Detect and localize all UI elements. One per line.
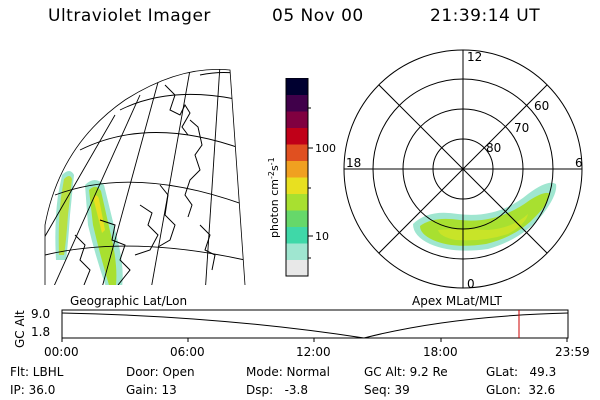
- colorbar-cell: [286, 210, 308, 227]
- mlt-label-6: 6: [575, 156, 583, 170]
- altitude-frame: [61, 309, 569, 339]
- colorbar-cell: [286, 144, 308, 161]
- mode-info: Mode: Normal: [246, 365, 330, 379]
- door-info: Door: Open: [126, 365, 195, 379]
- colorbar-cell: [286, 226, 308, 244]
- time-label: 21:39:14 UT: [430, 6, 541, 26]
- gc-alt-info: GC Alt: 9.2 Re: [364, 365, 448, 379]
- colorbar-tick-10: 10: [315, 230, 329, 243]
- polar-aurora: [413, 182, 557, 251]
- colorbar-cell: [286, 94, 308, 112]
- mlat-label-70: 70: [514, 121, 529, 135]
- apex-label: Apex MLat/MLT: [412, 294, 502, 308]
- altitude-ytick-bottom: 1.8: [31, 325, 50, 339]
- colorbar-cell: [286, 78, 308, 95]
- colorbar-cell: [286, 160, 308, 178]
- altitude-xticks: [61, 338, 568, 342]
- colorbar-cell: [286, 177, 308, 194]
- ip-info: IP: 36.0: [10, 383, 56, 397]
- colorbar-cell: [286, 193, 308, 211]
- colorbar-ticks: [308, 107, 313, 259]
- colorbar: 100 10 photon cm-2s-1: [267, 78, 336, 277]
- colorbar-cell: [286, 243, 308, 260]
- colorbar-cell: [286, 127, 308, 145]
- instrument-title: Ultraviolet Imager: [48, 6, 211, 26]
- altitude-curve: [61, 312, 569, 339]
- xtick-0600: 06:00: [170, 345, 205, 359]
- colorbar-gradient: [286, 78, 308, 277]
- geographic-label: Geographic Lat/Lon: [70, 294, 188, 308]
- altitude-ylabel: GC Alt: [13, 310, 27, 348]
- geographic-map: [44, 69, 246, 286]
- geo-boundary: [44, 69, 246, 286]
- colorbar-cell: [286, 259, 308, 277]
- polar-grid: [343, 49, 583, 289]
- xtick-2359: 23:59: [555, 345, 590, 359]
- xtick-0000: 00:00: [44, 345, 79, 359]
- altitude-ytick-top: 9.0: [31, 307, 50, 321]
- date-label: 05 Nov 00: [272, 6, 364, 26]
- seq-info: Seq: 39: [364, 383, 410, 397]
- xtick-1200: 12:00: [296, 345, 331, 359]
- geo-coastlines: [74, 84, 216, 285]
- glon-info: GLon: 32.6: [486, 383, 556, 397]
- colorbar-cell: [286, 111, 308, 128]
- gain-info: Gain: 13: [126, 383, 177, 397]
- mlat-label-60: 60: [534, 99, 549, 113]
- filter-info: Flt: LBHL: [10, 365, 64, 379]
- dsp-info: Dsp: -3.8: [246, 383, 309, 397]
- colorbar-tick-100: 100: [315, 142, 336, 155]
- mlt-label-12: 12: [467, 50, 482, 64]
- polar-plot: 12 18 6 0 60 70 80: [343, 49, 583, 291]
- mlt-label-0: 0: [467, 277, 475, 291]
- colorbar-unit-label: photon cm-2s-1: [267, 157, 281, 238]
- glat-info: GLat: 49.3: [486, 365, 557, 379]
- xtick-1800: 18:00: [423, 345, 458, 359]
- mlat-label-80: 80: [486, 141, 501, 155]
- mlt-label-18: 18: [346, 156, 361, 170]
- altitude-panel: GC Alt 9.0 1.8 00:00 06:00 12:00 18:00 2…: [13, 307, 590, 359]
